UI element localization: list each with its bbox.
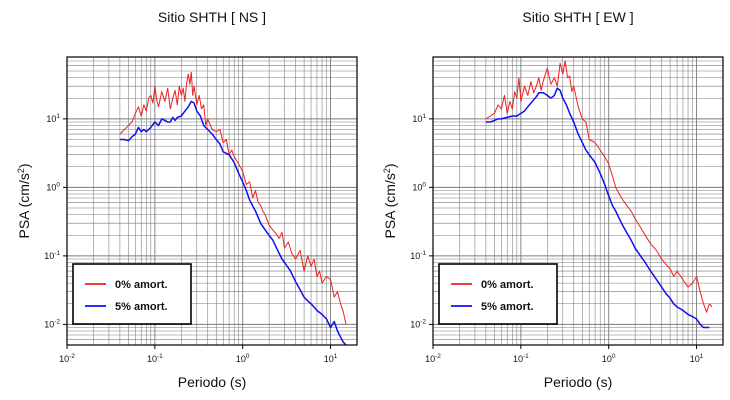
y-tick-label: 10-1 [410, 250, 426, 261]
x-tick-label: 100 [602, 353, 616, 364]
y-tick-label: 101 [46, 113, 60, 124]
series-line-damp0 [119, 71, 347, 325]
x-axis-label: Periodo (s) [178, 374, 246, 390]
legend-label: 5% amort. [115, 301, 168, 313]
chart-title: Sitio SHTH [ NS ] [158, 9, 266, 25]
x-tick-label: 100 [236, 353, 250, 364]
legend-box [438, 263, 558, 325]
series-line-damp0 [485, 60, 713, 313]
y-axis-label: PSA (cm/s2) [16, 163, 32, 238]
legend: 0% amort. 5% amort. [438, 263, 558, 325]
x-tick-label: 101 [690, 353, 704, 364]
y-tick-label: 10-2 [410, 318, 426, 329]
y-tick-label: 101 [412, 113, 426, 124]
x-tick-label: 10-2 [59, 353, 75, 364]
y-tick-label: 10-1 [44, 250, 60, 261]
y-tick-label: 10-2 [44, 318, 60, 329]
x-tick-label: 10-2 [425, 353, 441, 364]
legend-label: 0% amort. [481, 279, 534, 291]
y-tick-label: 100 [412, 181, 426, 192]
chart-panel-1: 10-2 10-1 100 101 10-2 10-1 100 101 Sitio SHTH [… [16, 9, 358, 390]
x-axis-label: Periodo (s) [544, 374, 612, 390]
legend-label: 0% amort. [115, 279, 168, 291]
series-line-damp5 [485, 87, 710, 329]
legend: 0% amort. 5% amort. [72, 263, 192, 325]
legend-box [72, 263, 192, 325]
plot-frame [432, 56, 724, 346]
chart-panel-2: 10-2 10-1 100 101 10-2 10-1 100 101 Sitio SHTH [… [382, 9, 724, 390]
plot-frame [66, 56, 358, 346]
legend-label: 5% amort. [481, 301, 534, 313]
x-tick-label: 101 [324, 353, 338, 364]
x-tick-label: 10-1 [513, 353, 529, 364]
chart-title: Sitio SHTH [ EW ] [522, 9, 633, 25]
y-axis-label: PSA (cm/s2) [382, 163, 398, 238]
series-line-damp5 [119, 100, 347, 346]
x-tick-label: 10-1 [147, 353, 163, 364]
y-tick-label: 100 [46, 181, 60, 192]
